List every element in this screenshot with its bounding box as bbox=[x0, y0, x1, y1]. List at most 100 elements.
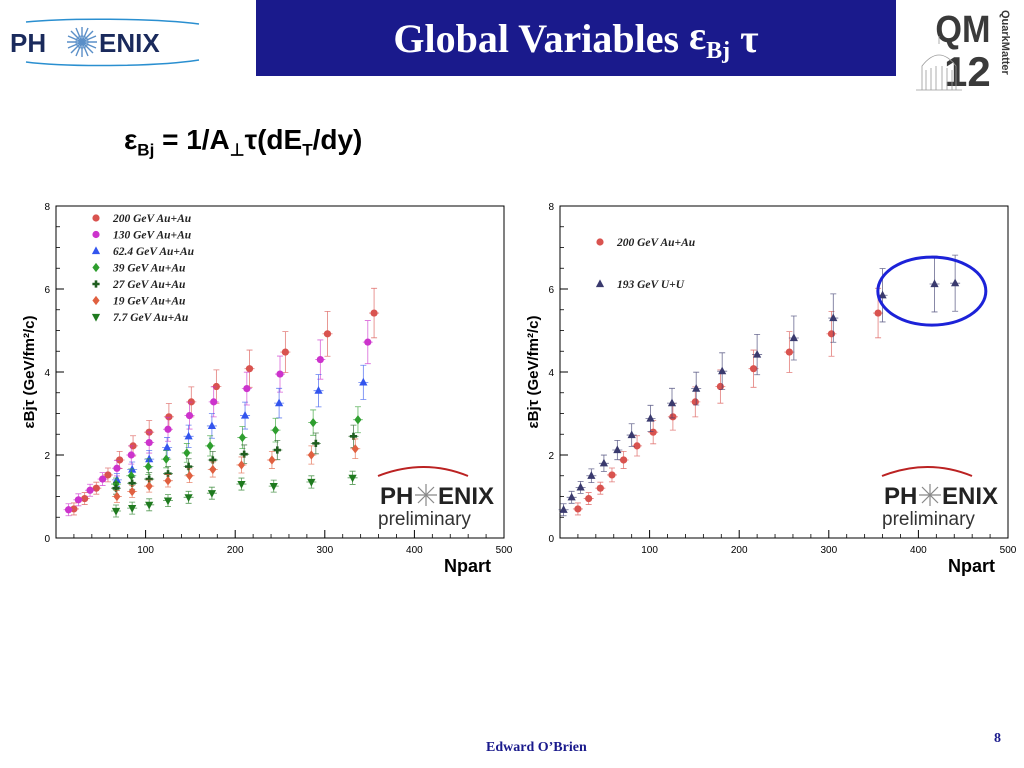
phenix-logo-text-a: PH bbox=[10, 28, 46, 58]
data-point bbox=[354, 415, 362, 425]
qm-logo-side: QuarkMatter bbox=[999, 10, 1011, 76]
y-axis-label: εBjτ (GeV/fm²/c) bbox=[525, 316, 542, 429]
formula: εBj = 1/A⊥τ(dET/dy) bbox=[124, 124, 362, 161]
legend-marker bbox=[92, 214, 100, 222]
data-point bbox=[184, 494, 193, 502]
title-epsilon: εBj bbox=[689, 12, 731, 64]
qm-logo-top: QM bbox=[935, 7, 990, 50]
data-point bbox=[237, 480, 246, 489]
y-tick-label: 6 bbox=[548, 285, 554, 296]
legend-label: 39 GeV Au+Au bbox=[112, 263, 186, 275]
qm-logo-bottom: 12 bbox=[944, 48, 991, 95]
data-point bbox=[827, 330, 836, 338]
data-point bbox=[878, 290, 887, 299]
watermark-sunburst-icon bbox=[415, 484, 437, 506]
watermark-preliminary: preliminary bbox=[882, 509, 975, 530]
qm12-logo: QM 12 QuarkMatter bbox=[916, 7, 1011, 95]
series-1 bbox=[63, 320, 373, 517]
formula-tau: τ bbox=[244, 124, 258, 155]
data-point bbox=[585, 494, 593, 503]
page-number: 8 bbox=[994, 731, 1001, 746]
data-point bbox=[785, 348, 793, 356]
x-tick-label: 400 bbox=[910, 545, 927, 556]
legend-label: 62.4 GeV Au+Au bbox=[113, 246, 195, 258]
data-point bbox=[145, 438, 153, 447]
highlight-ellipse bbox=[876, 255, 988, 327]
data-point bbox=[874, 309, 882, 317]
y-tick-label: 6 bbox=[44, 285, 50, 296]
data-point bbox=[271, 425, 280, 435]
chart-left: 0 2 4 6 8 100 200 300 400 500 εBjτ (GeV/fm²/c) Npar… bbox=[21, 202, 513, 576]
y-tick-label: 0 bbox=[44, 534, 50, 545]
page-title: Global Variables bbox=[393, 15, 680, 61]
data-series-group bbox=[63, 287, 380, 518]
data-point bbox=[273, 446, 281, 454]
data-point bbox=[210, 398, 218, 406]
data-point bbox=[127, 471, 135, 481]
data-point bbox=[359, 377, 368, 386]
phenix-logo-text-b: ENIX bbox=[99, 28, 160, 58]
data-point bbox=[275, 398, 284, 407]
formula-perp: ⊥ bbox=[229, 140, 245, 160]
formula-de-sub: T bbox=[302, 140, 313, 160]
x-tick-label: 300 bbox=[820, 545, 837, 556]
data-point bbox=[716, 382, 724, 391]
data-point bbox=[307, 450, 315, 460]
y-tick-label: 4 bbox=[548, 368, 554, 379]
data-point bbox=[86, 486, 94, 494]
data-point bbox=[145, 501, 154, 510]
data-point bbox=[237, 460, 246, 470]
data-point bbox=[351, 444, 359, 454]
x-tick-label: 300 bbox=[316, 545, 333, 556]
data-point bbox=[70, 505, 78, 513]
legend-label: 27 GeV Au+Au bbox=[112, 279, 186, 291]
data-point bbox=[240, 410, 250, 419]
watermark-preliminary: preliminary bbox=[378, 509, 471, 530]
data-point bbox=[113, 464, 121, 472]
data-point bbox=[104, 471, 112, 479]
title-tau: τ bbox=[740, 15, 759, 61]
x-tick-label: 200 bbox=[731, 545, 748, 556]
watermark-swoosh bbox=[881, 466, 973, 477]
watermark-enix: ENIX bbox=[438, 483, 494, 510]
watermark-ph: PH bbox=[884, 483, 917, 510]
legend-marker bbox=[92, 262, 100, 273]
formula-de: (dE bbox=[257, 124, 303, 155]
data-point bbox=[111, 507, 121, 516]
x-tick-label: 100 bbox=[137, 545, 154, 556]
data-point bbox=[633, 442, 641, 450]
data-point bbox=[127, 451, 135, 459]
y-axis-label: εBjτ (GeV/fm²/c) bbox=[21, 316, 38, 429]
series-5 bbox=[111, 438, 361, 503]
data-point bbox=[145, 481, 153, 491]
y-tick-label: 8 bbox=[548, 202, 554, 213]
legend-marker bbox=[91, 313, 101, 322]
formula-eq: = 1/A bbox=[154, 124, 230, 155]
data-point bbox=[316, 355, 324, 364]
data-point bbox=[753, 349, 762, 358]
x-axis-label: Npart bbox=[948, 556, 995, 576]
x-tick-label: 400 bbox=[406, 545, 423, 556]
data-point bbox=[185, 411, 194, 420]
watermark-sunburst-icon bbox=[919, 484, 941, 506]
data-point bbox=[81, 494, 89, 503]
data-point bbox=[144, 462, 152, 472]
data-point bbox=[596, 484, 604, 492]
data-point bbox=[749, 365, 758, 373]
data-point bbox=[64, 506, 73, 514]
data-point bbox=[370, 309, 378, 317]
data-point bbox=[646, 413, 655, 422]
data-point bbox=[691, 398, 699, 406]
data-point bbox=[930, 279, 939, 288]
data-point bbox=[559, 505, 568, 513]
legend-marker bbox=[92, 295, 100, 306]
data-point bbox=[829, 313, 838, 322]
data-point bbox=[165, 413, 173, 421]
data-point bbox=[206, 441, 214, 451]
data-point bbox=[163, 497, 173, 506]
footer-author: Edward O’Brien bbox=[486, 740, 587, 755]
data-point bbox=[207, 490, 217, 498]
data-point bbox=[98, 475, 107, 483]
